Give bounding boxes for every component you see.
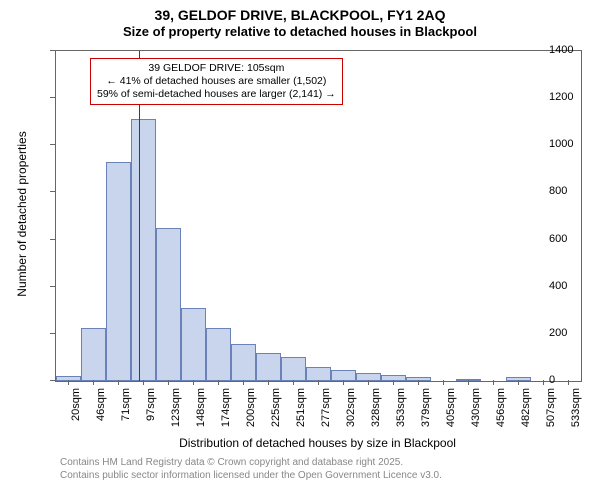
xtick-mark — [418, 380, 419, 385]
ytick-label: 1000 — [549, 138, 596, 150]
ytick-label: 400 — [549, 280, 596, 292]
bar — [181, 308, 206, 381]
xtick-label: 20sqm — [70, 388, 82, 438]
bar — [331, 370, 356, 381]
ytick-label: 1400 — [549, 44, 596, 56]
xtick-label: 251sqm — [295, 388, 307, 438]
footer-line-1: Contains HM Land Registry data © Crown c… — [60, 456, 442, 469]
xtick-mark — [518, 380, 519, 385]
chart-container: 39, GELDOF DRIVE, BLACKPOOL, FY1 2AQ Siz… — [0, 0, 600, 500]
xtick-mark — [193, 380, 194, 385]
bar — [131, 119, 156, 381]
ytick-mark — [50, 144, 55, 145]
xtick-mark — [443, 380, 444, 385]
xtick-label: 533sqm — [570, 388, 582, 438]
bar — [231, 344, 256, 381]
chart-title-block: 39, GELDOF DRIVE, BLACKPOOL, FY1 2AQ Siz… — [0, 0, 600, 41]
xtick-label: 123sqm — [170, 388, 182, 438]
xtick-mark — [243, 380, 244, 385]
bar — [406, 377, 431, 381]
ytick-mark — [50, 380, 55, 381]
annotation-line: ← 41% of detached houses are smaller (1,… — [97, 75, 336, 88]
chart-title-main: 39, GELDOF DRIVE, BLACKPOOL, FY1 2AQ — [0, 6, 600, 24]
xtick-mark — [118, 380, 119, 385]
bar — [356, 373, 381, 381]
xtick-label: 353sqm — [395, 388, 407, 438]
xtick-mark — [68, 380, 69, 385]
xtick-label: 482sqm — [520, 388, 532, 438]
y-axis-label: Number of detached properties — [15, 114, 29, 314]
bar — [506, 377, 531, 381]
xtick-label: 200sqm — [245, 388, 257, 438]
xtick-label: 328sqm — [370, 388, 382, 438]
xtick-mark — [568, 380, 569, 385]
xtick-label: 97sqm — [145, 388, 157, 438]
xtick-label: 430sqm — [470, 388, 482, 438]
xtick-label: 507sqm — [545, 388, 557, 438]
xtick-mark — [543, 380, 544, 385]
ytick-mark — [50, 333, 55, 334]
xtick-label: 148sqm — [195, 388, 207, 438]
xtick-mark — [293, 380, 294, 385]
ytick-label: 200 — [549, 327, 596, 339]
ytick-mark — [50, 97, 55, 98]
xtick-mark — [393, 380, 394, 385]
ytick-mark — [50, 191, 55, 192]
ytick-mark — [50, 239, 55, 240]
chart-title-sub: Size of property relative to detached ho… — [0, 24, 600, 41]
xtick-mark — [143, 380, 144, 385]
bar — [381, 375, 406, 381]
xtick-label: 174sqm — [220, 388, 232, 438]
bar — [106, 162, 131, 381]
footer-line-2: Contains public sector information licen… — [60, 469, 442, 482]
ytick-label: 800 — [549, 185, 596, 197]
annotation-line: 39 GELDOF DRIVE: 105sqm — [97, 62, 336, 75]
ytick-label: 1200 — [549, 91, 596, 103]
ytick-label: 600 — [549, 233, 596, 245]
ytick-mark — [50, 286, 55, 287]
xtick-mark — [93, 380, 94, 385]
xtick-mark — [368, 380, 369, 385]
xtick-mark — [218, 380, 219, 385]
annotation-box: 39 GELDOF DRIVE: 105sqm← 41% of detached… — [90, 58, 343, 105]
bar — [456, 379, 481, 381]
xtick-label: 302sqm — [345, 388, 357, 438]
bar — [81, 328, 106, 381]
xtick-mark — [468, 380, 469, 385]
xtick-label: 456sqm — [495, 388, 507, 438]
bar — [56, 376, 81, 381]
bar — [306, 367, 331, 381]
xtick-label: 379sqm — [420, 388, 432, 438]
xtick-label: 277sqm — [320, 388, 332, 438]
bar — [206, 328, 231, 381]
xtick-label: 71sqm — [120, 388, 132, 438]
xtick-mark — [318, 380, 319, 385]
xtick-mark — [168, 380, 169, 385]
xtick-label: 46sqm — [95, 388, 107, 438]
bar — [156, 228, 181, 381]
xtick-label: 225sqm — [270, 388, 282, 438]
xtick-mark — [493, 380, 494, 385]
bar — [281, 357, 306, 381]
annotation-line: 59% of semi-detached houses are larger (… — [97, 88, 336, 101]
xtick-mark — [268, 380, 269, 385]
ytick-label: 0 — [549, 374, 596, 386]
x-axis-label: Distribution of detached houses by size … — [55, 436, 580, 450]
xtick-label: 405sqm — [445, 388, 457, 438]
xtick-mark — [343, 380, 344, 385]
bar — [256, 353, 281, 381]
ytick-mark — [50, 50, 55, 51]
footer-attribution: Contains HM Land Registry data © Crown c… — [60, 456, 442, 482]
